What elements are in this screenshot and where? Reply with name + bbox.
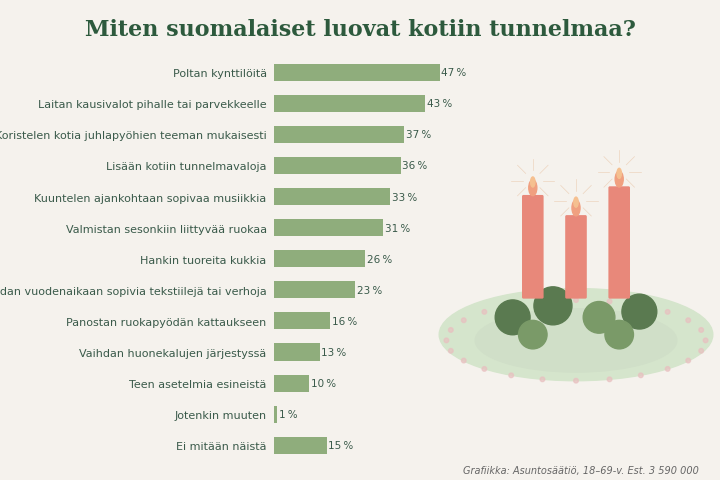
Bar: [274, 282, 355, 299]
FancyBboxPatch shape: [608, 187, 630, 299]
Circle shape: [540, 300, 545, 304]
Text: 47 %: 47 %: [441, 68, 467, 78]
Ellipse shape: [574, 198, 578, 208]
Text: 13 %: 13 %: [321, 347, 346, 357]
Circle shape: [639, 373, 643, 378]
Circle shape: [462, 359, 466, 363]
Bar: [274, 344, 320, 361]
Text: 43 %: 43 %: [427, 99, 452, 109]
Text: 33 %: 33 %: [392, 192, 417, 202]
Bar: [274, 437, 327, 454]
Circle shape: [509, 373, 513, 378]
Ellipse shape: [475, 309, 677, 372]
Circle shape: [540, 377, 545, 382]
Ellipse shape: [572, 201, 580, 216]
Bar: [274, 96, 426, 113]
Circle shape: [699, 349, 703, 353]
Circle shape: [482, 367, 487, 372]
Circle shape: [605, 321, 634, 349]
Circle shape: [686, 318, 690, 323]
Bar: [274, 406, 277, 423]
FancyBboxPatch shape: [565, 216, 587, 299]
Ellipse shape: [528, 180, 537, 196]
Circle shape: [699, 328, 703, 333]
Bar: [274, 127, 404, 144]
Text: 16 %: 16 %: [332, 316, 357, 326]
Circle shape: [703, 338, 708, 343]
Circle shape: [462, 318, 466, 323]
Circle shape: [518, 321, 547, 349]
Circle shape: [449, 328, 453, 333]
Text: 37 %: 37 %: [406, 130, 431, 140]
Text: 31 %: 31 %: [384, 223, 410, 233]
Bar: [274, 375, 309, 392]
Bar: [274, 157, 401, 175]
Circle shape: [449, 349, 453, 353]
Bar: [274, 251, 365, 268]
Circle shape: [534, 287, 572, 325]
Text: 26 %: 26 %: [367, 254, 392, 264]
Circle shape: [665, 367, 670, 372]
Text: 10 %: 10 %: [310, 378, 336, 388]
Text: 1 %: 1 %: [279, 409, 297, 419]
Circle shape: [509, 303, 513, 308]
Bar: [274, 312, 330, 330]
Circle shape: [665, 310, 670, 314]
Circle shape: [583, 302, 615, 334]
Circle shape: [686, 359, 690, 363]
Circle shape: [622, 295, 657, 329]
Text: 15 %: 15 %: [328, 440, 354, 450]
Circle shape: [495, 300, 530, 335]
Text: 23 %: 23 %: [356, 285, 382, 295]
Ellipse shape: [439, 289, 713, 381]
Circle shape: [574, 298, 578, 303]
Bar: [274, 189, 390, 206]
FancyBboxPatch shape: [522, 195, 544, 299]
Text: Grafiikka: Asuntosäätiö, 18–69-v. Est. 3 590 000: Grafiikka: Asuntosäätiö, 18–69-v. Est. 3…: [462, 465, 698, 475]
Circle shape: [574, 379, 578, 383]
Ellipse shape: [615, 172, 624, 188]
Bar: [274, 220, 383, 237]
Circle shape: [607, 300, 612, 304]
Ellipse shape: [531, 178, 535, 188]
Text: Miten suomalaiset luovat kotiin tunnelmaa?: Miten suomalaiset luovat kotiin tunnelma…: [84, 19, 636, 41]
Circle shape: [482, 310, 487, 314]
Circle shape: [444, 338, 449, 343]
Bar: [274, 65, 439, 82]
Circle shape: [607, 377, 612, 382]
Ellipse shape: [617, 169, 621, 179]
Circle shape: [639, 303, 643, 308]
Text: 36 %: 36 %: [402, 161, 428, 171]
